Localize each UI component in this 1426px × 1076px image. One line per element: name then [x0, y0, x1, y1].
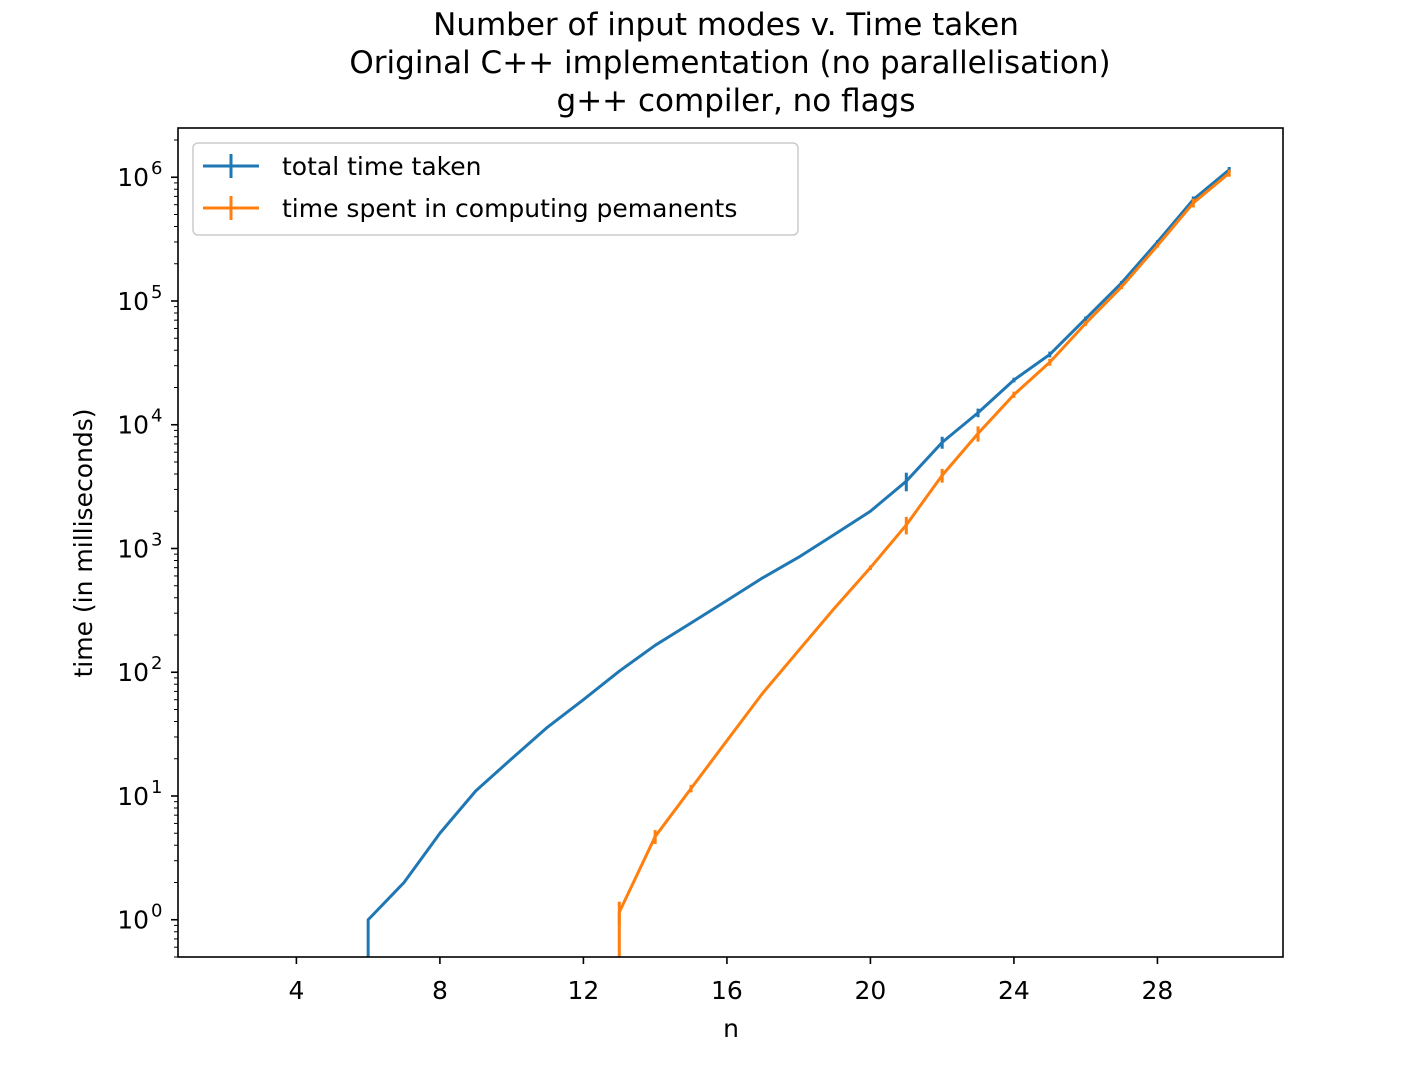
y-tick-label: 10 — [117, 163, 149, 192]
data-point — [690, 787, 692, 790]
data-point — [761, 576, 764, 579]
data-point — [654, 835, 656, 838]
data-point — [869, 566, 872, 569]
y-tick-label-exponent: 5 — [151, 282, 162, 303]
x-tick-label: 24 — [998, 976, 1030, 1005]
y-tick-label: 10 — [117, 906, 149, 935]
y-tick-label: 10 — [117, 534, 149, 563]
x-tick-label: 8 — [432, 976, 448, 1005]
y-tick-label: 10 — [117, 658, 149, 687]
chart-title-line-3: g++ compiler, no flags — [557, 83, 916, 119]
chart-title-line-1: Number of input modes v. Time taken — [433, 7, 1019, 43]
data-point — [1192, 202, 1195, 204]
y-axis-label: time (in milliseconds) — [69, 409, 98, 678]
x-tick-label: 28 — [1142, 976, 1174, 1005]
x-tick-label: 20 — [855, 976, 887, 1005]
data-point — [367, 918, 369, 921]
legend-box — [192, 142, 799, 236]
x-tick-label: 16 — [711, 976, 743, 1005]
data-point — [1084, 322, 1087, 325]
legend-label-total-time: total time taken — [282, 152, 481, 181]
data-point — [510, 757, 513, 760]
data-point — [690, 622, 692, 624]
y-tick-label-exponent: 4 — [151, 406, 162, 427]
data-point — [1120, 282, 1123, 284]
data-point — [761, 692, 764, 694]
data-point — [1013, 393, 1015, 396]
data-point — [1013, 379, 1015, 381]
legend-label-permanents: time spent in computing pemanents — [282, 194, 737, 223]
series-1 — [617, 169, 1231, 957]
y-tick-label: 10 — [117, 287, 149, 316]
y-tick-label-exponent: 2 — [151, 653, 162, 674]
plot-frame — [177, 127, 1284, 958]
data-point — [726, 599, 728, 602]
x-tick-label: 12 — [567, 976, 599, 1005]
data-point — [1156, 244, 1159, 247]
data-point — [977, 411, 979, 414]
data-point — [797, 556, 800, 559]
series-layer — [366, 167, 1231, 957]
data-point — [833, 533, 836, 536]
y-tick-label: 10 — [117, 411, 149, 440]
data-point — [582, 698, 585, 701]
legend: total time taken time spent in computing… — [192, 142, 799, 236]
data-point — [439, 832, 441, 835]
data-point — [474, 790, 477, 792]
data-point — [941, 474, 943, 477]
data-point — [905, 524, 908, 526]
data-point — [654, 644, 656, 647]
data-point — [546, 726, 549, 728]
data-point — [977, 432, 979, 435]
data-point — [618, 670, 621, 672]
y-tick-label: 10 — [117, 782, 149, 811]
data-point — [1049, 361, 1051, 364]
data-point — [833, 607, 836, 609]
data-point — [1049, 353, 1051, 356]
y-tick-label-exponent: 3 — [151, 529, 162, 550]
chart-title-line-2: Original C++ implementation (no parallel… — [349, 45, 1110, 81]
data-point — [618, 911, 621, 914]
y-tick-label-exponent: 0 — [151, 901, 162, 922]
data-point — [797, 649, 800, 652]
x-axis-label: n — [723, 1014, 739, 1043]
data-point — [403, 881, 405, 884]
y-tick-label-exponent: 6 — [151, 158, 162, 179]
data-point — [1156, 241, 1159, 243]
data-point — [941, 441, 943, 444]
data-point — [1084, 317, 1087, 320]
data-point — [869, 510, 872, 513]
data-point — [1120, 286, 1123, 288]
series-line — [366, 168, 1231, 957]
data-point — [726, 739, 728, 742]
data-point — [1228, 172, 1230, 174]
y-tick-label-exponent: 1 — [151, 777, 162, 798]
x-tick-label: 4 — [288, 976, 304, 1005]
data-point — [905, 480, 908, 482]
